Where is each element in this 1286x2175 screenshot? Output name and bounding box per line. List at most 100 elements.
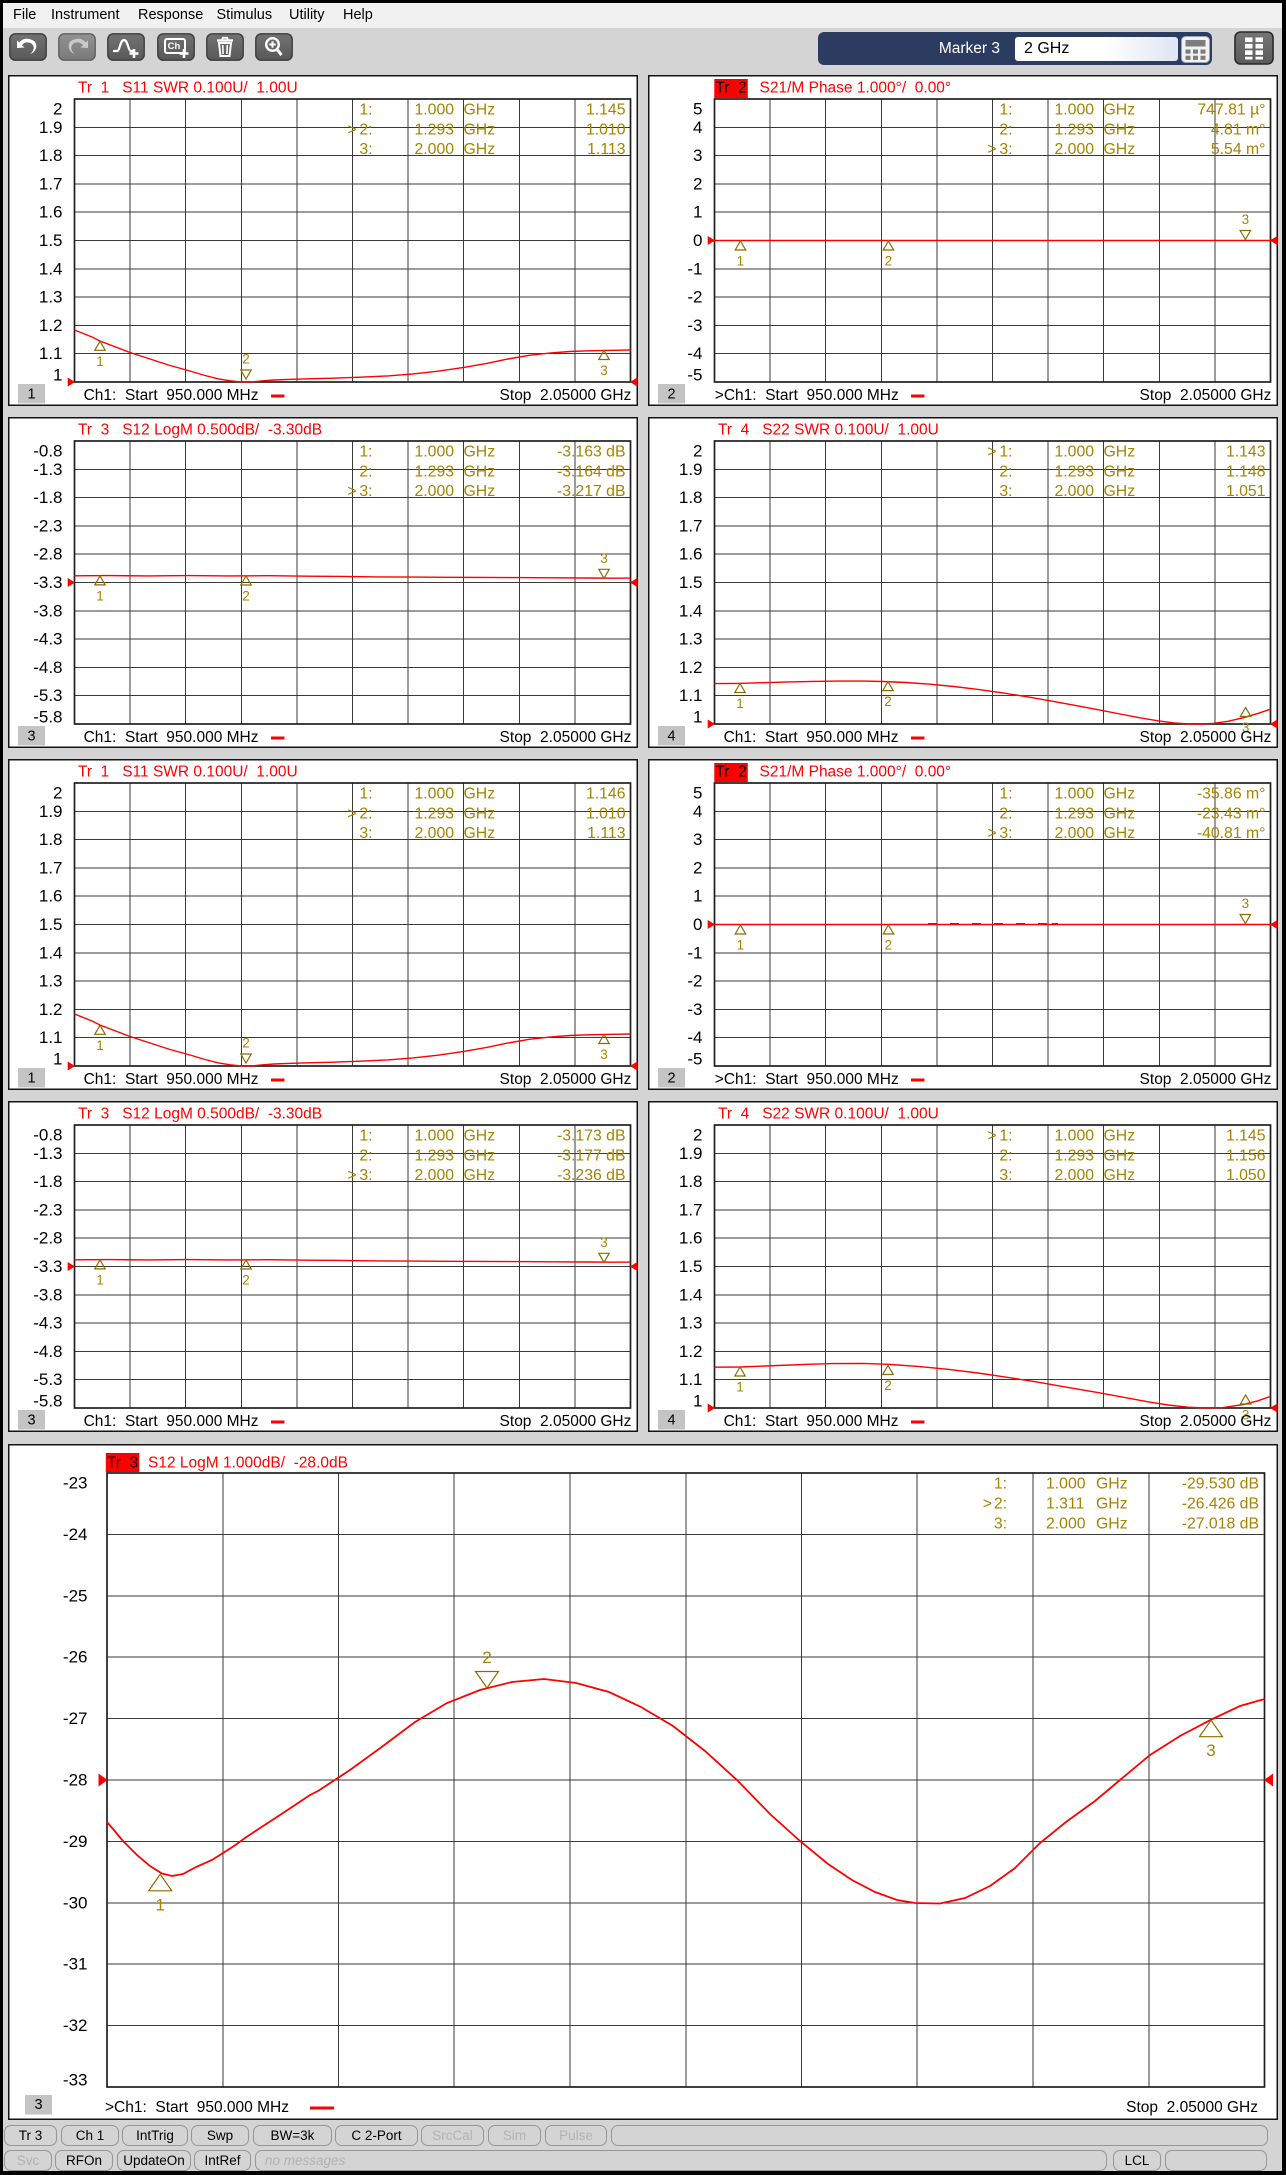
svg-text:1.293: 1.293 <box>1055 463 1095 480</box>
svg-text:5: 5 <box>693 99 702 118</box>
svg-text:1.1: 1.1 <box>39 344 63 363</box>
svg-text:2: 2 <box>482 1648 491 1667</box>
svg-text:3: 3 <box>1242 212 1250 227</box>
svg-text:2: 2 <box>53 99 62 118</box>
svg-text:1: 1 <box>693 203 702 222</box>
svg-text:>: > <box>987 443 996 460</box>
svg-text:1.5: 1.5 <box>679 1257 703 1276</box>
svg-text:Ch: Ch <box>168 41 181 52</box>
svg-text:-1: -1 <box>687 259 702 278</box>
svg-text:Tr 2: Tr 2 <box>715 80 746 97</box>
svg-text:-26: -26 <box>63 1648 88 1667</box>
svg-text:4.81 m°: 4.81 m° <box>1211 121 1266 138</box>
svg-text:1: 1 <box>737 938 745 953</box>
svg-text:1.293: 1.293 <box>415 463 455 480</box>
svg-text:GHz: GHz <box>1104 785 1136 802</box>
svg-text:2.000: 2.000 <box>1055 483 1095 500</box>
svg-text:3: 3 <box>1242 1408 1250 1423</box>
svg-text:3: 3 <box>600 363 608 378</box>
svg-text:1: 1 <box>96 1272 104 1287</box>
svg-text:S12 LogM 1.000dB/ -28.0dB: S12 LogM 1.000dB/ -28.0dB <box>148 1455 348 1472</box>
svg-text:-40.81 m°: -40.81 m° <box>1197 825 1266 842</box>
svg-text:1.4: 1.4 <box>39 259 63 278</box>
svg-text:2:: 2: <box>994 1496 1007 1513</box>
svg-text:GHz: GHz <box>1104 825 1136 842</box>
svg-text:3:: 3: <box>359 825 372 842</box>
svg-text:2: 2 <box>667 1071 675 1087</box>
svg-text:GHz: GHz <box>464 483 496 500</box>
svg-text:GHz: GHz <box>464 805 496 822</box>
svg-text:3: 3 <box>693 830 702 849</box>
svg-text:1.000: 1.000 <box>1055 101 1095 118</box>
svg-text:S21/M Phase 1.000°/ 0.00°: S21/M Phase 1.000°/ 0.00° <box>760 80 952 97</box>
svg-text:2:: 2: <box>359 463 372 480</box>
svg-text:-35.86 m°: -35.86 m° <box>1197 785 1266 802</box>
svg-text:>: > <box>987 825 996 842</box>
svg-text:-32: -32 <box>63 2016 88 2035</box>
svg-text:1: 1 <box>53 366 62 385</box>
svg-text:-5.8: -5.8 <box>33 1392 62 1411</box>
svg-text:GHz: GHz <box>1096 1516 1128 1533</box>
svg-text:2:: 2: <box>359 1147 372 1164</box>
svg-text:-3.173 dB: -3.173 dB <box>557 1127 626 1144</box>
svg-text:2: 2 <box>693 441 702 460</box>
svg-text:1: 1 <box>27 387 35 403</box>
svg-text:3:: 3: <box>999 141 1012 158</box>
svg-text:3: 3 <box>600 1047 608 1062</box>
svg-text:2.000: 2.000 <box>1046 1516 1086 1533</box>
svg-text:1.9: 1.9 <box>39 802 63 821</box>
svg-text:1.3: 1.3 <box>39 972 63 991</box>
svg-text:-2: -2 <box>687 288 702 307</box>
svg-text:3: 3 <box>600 1235 608 1250</box>
svg-text:-2.3: -2.3 <box>33 516 62 535</box>
svg-text:1.7: 1.7 <box>679 1200 703 1219</box>
svg-text:2: 2 <box>693 174 702 193</box>
svg-text:Stop 2.05000 GHz: Stop 2.05000 GHz <box>500 387 632 404</box>
svg-text:2:: 2: <box>999 121 1012 138</box>
svg-text:1.293: 1.293 <box>1055 1147 1095 1164</box>
svg-text:1.051: 1.051 <box>1226 483 1266 500</box>
svg-text:Stop 2.05000 GHz: Stop 2.05000 GHz <box>1126 2099 1258 2116</box>
svg-text:1.6: 1.6 <box>39 203 63 222</box>
svg-text:1.293: 1.293 <box>1055 121 1095 138</box>
svg-text:>Ch1: Start 950.000 MHz: >Ch1: Start 950.000 MHz <box>105 2099 289 2116</box>
svg-text:1.2: 1.2 <box>679 658 703 677</box>
svg-text:GHz: GHz <box>1104 1167 1136 1184</box>
svg-text:GHz: GHz <box>464 1147 496 1164</box>
svg-text:5.54 m°: 5.54 m° <box>1211 141 1266 158</box>
svg-text:-1: -1 <box>687 943 702 962</box>
svg-text:-3.217 dB: -3.217 dB <box>557 483 626 500</box>
svg-text:3:: 3: <box>999 1167 1012 1184</box>
svg-text:Stop 2.05000 GHz: Stop 2.05000 GHz <box>1140 387 1272 404</box>
svg-text:GHz: GHz <box>1104 121 1136 138</box>
svg-text:1.000: 1.000 <box>1055 443 1095 460</box>
svg-text:1.4: 1.4 <box>679 601 703 620</box>
svg-text:3: 3 <box>34 2097 42 2113</box>
svg-text:GHz: GHz <box>1096 1476 1128 1493</box>
svg-text:>: > <box>347 805 356 822</box>
svg-text:1.7: 1.7 <box>39 174 63 193</box>
svg-text:1.8: 1.8 <box>39 146 63 165</box>
svg-text:-4: -4 <box>687 1028 702 1047</box>
svg-text:1.8: 1.8 <box>679 488 703 507</box>
svg-text:-4.8: -4.8 <box>33 658 62 677</box>
svg-text:3: 3 <box>693 146 702 165</box>
svg-text:-3.164 dB: -3.164 dB <box>557 463 626 480</box>
svg-text:GHz: GHz <box>1096 1496 1128 1513</box>
svg-text:1.2: 1.2 <box>39 1000 63 1019</box>
svg-text:2:: 2: <box>359 805 372 822</box>
svg-text:2.000: 2.000 <box>415 483 455 500</box>
svg-text:1.293: 1.293 <box>415 805 455 822</box>
svg-text:1.5: 1.5 <box>39 915 63 934</box>
svg-text:GHz: GHz <box>1104 1147 1136 1164</box>
svg-text:-1.3: -1.3 <box>33 460 62 479</box>
svg-text:1:: 1: <box>359 101 372 118</box>
svg-text:Stop 2.05000 GHz: Stop 2.05000 GHz <box>500 1413 632 1430</box>
svg-text:0: 0 <box>693 231 702 250</box>
svg-text:GHz: GHz <box>464 1167 496 1184</box>
svg-text:1: 1 <box>155 1895 164 1914</box>
svg-text:-33: -33 <box>63 2071 88 2090</box>
svg-text:3: 3 <box>1242 896 1250 911</box>
svg-text:1.1: 1.1 <box>679 686 703 705</box>
svg-text:3:: 3: <box>999 825 1012 842</box>
